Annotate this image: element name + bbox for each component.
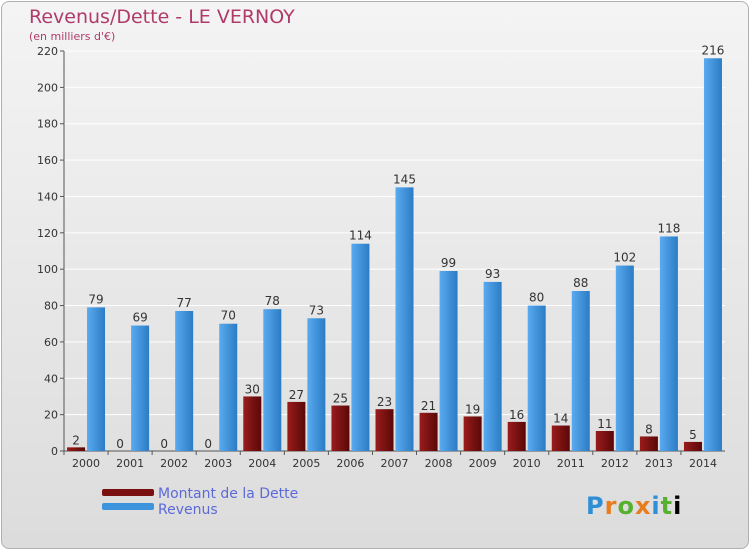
y-tick-label: 140 <box>37 190 58 203</box>
bar-revenus <box>615 265 634 451</box>
legend-swatch-revenus <box>102 503 154 510</box>
data-label-dette: 0 <box>116 437 124 451</box>
data-label-dette: 5 <box>689 428 697 442</box>
y-tick-label: 120 <box>37 227 58 240</box>
bar-dette <box>639 436 658 451</box>
bar-revenus <box>219 323 238 451</box>
bar-dette <box>551 425 570 451</box>
y-tick-label: 220 <box>37 45 58 58</box>
data-label-revenus: 73 <box>309 303 324 317</box>
bar-revenus <box>131 325 150 451</box>
x-tick-label: 2004 <box>248 457 276 470</box>
data-label-revenus: 78 <box>265 294 280 308</box>
data-label-revenus: 77 <box>177 296 192 310</box>
data-label-revenus: 145 <box>393 172 416 186</box>
y-tick-label: 160 <box>37 154 58 167</box>
x-tick-label: 2005 <box>292 457 320 470</box>
y-tick-label: 180 <box>37 118 58 131</box>
bar-revenus <box>175 311 194 451</box>
data-label-revenus: 70 <box>221 309 236 323</box>
x-tick-label: 2011 <box>557 457 585 470</box>
legend-swatch-dette <box>102 489 154 496</box>
y-tick-label: 20 <box>44 409 58 422</box>
data-label-dette: 21 <box>421 399 436 413</box>
bar-revenus <box>395 187 414 451</box>
bar-revenus <box>263 309 282 451</box>
data-label-dette: 23 <box>377 395 392 409</box>
bar-revenus <box>351 243 370 451</box>
bar-revenus <box>571 291 590 451</box>
x-tick-label: 2009 <box>469 457 497 470</box>
data-label-dette: 19 <box>465 402 480 416</box>
data-label-revenus: 102 <box>613 251 636 265</box>
y-tick-label: 200 <box>37 81 58 94</box>
x-tick-label: 2007 <box>381 457 409 470</box>
y-tick-label: 60 <box>44 336 58 349</box>
x-tick-label: 2013 <box>645 457 673 470</box>
data-label-revenus: 79 <box>88 292 103 306</box>
data-label-revenus: 93 <box>485 267 500 281</box>
y-tick-label: 0 <box>51 445 58 458</box>
data-label-revenus: 118 <box>657 221 680 235</box>
bar-dette <box>595 431 614 451</box>
chart-subtitle: (en milliers d'€) <box>29 30 116 43</box>
legend-label-dette: Montant de la Dette <box>158 486 299 502</box>
data-label-dette: 30 <box>245 382 260 396</box>
x-tick-label: 2012 <box>601 457 629 470</box>
data-label-revenus: 114 <box>349 229 372 243</box>
x-tick-label: 2008 <box>425 457 453 470</box>
bar-revenus <box>307 318 326 451</box>
x-tick-label: 2003 <box>204 457 232 470</box>
bar-dette <box>287 401 306 451</box>
data-label-dette: 25 <box>333 392 348 406</box>
x-tick-label: 2006 <box>336 457 364 470</box>
y-tick-label: 40 <box>44 372 58 385</box>
data-label-dette: 2 <box>72 433 80 447</box>
x-tick-label: 2001 <box>116 457 144 470</box>
bar-dette <box>683 441 702 451</box>
legend-label-revenus: Revenus <box>158 502 218 518</box>
bar-dette <box>463 416 482 451</box>
data-label-revenus: 99 <box>441 256 456 270</box>
bar-dette <box>375 409 394 451</box>
bar-dette <box>331 405 350 451</box>
bar-dette <box>67 447 86 451</box>
data-label-dette: 27 <box>289 388 304 402</box>
bar-dette <box>419 412 438 451</box>
data-label-dette: 14 <box>553 412 568 426</box>
bar-revenus <box>659 236 678 451</box>
data-label-revenus: 69 <box>132 311 147 325</box>
bar-revenus <box>527 305 546 451</box>
data-label-revenus: 88 <box>573 276 588 290</box>
x-tick-label: 2010 <box>513 457 541 470</box>
bar-revenus <box>703 58 722 451</box>
data-label-dette: 0 <box>160 437 168 451</box>
chart-title: Revenus/Dette - LE VERNOY <box>29 6 295 28</box>
y-tick-label: 100 <box>37 263 58 276</box>
data-label-dette: 0 <box>204 437 212 451</box>
x-tick-label: 2014 <box>689 457 717 470</box>
data-label-dette: 11 <box>597 417 612 431</box>
data-label-revenus: 80 <box>529 291 544 305</box>
y-tick-label: 80 <box>44 300 58 313</box>
bar-revenus <box>439 271 458 451</box>
data-label-dette: 16 <box>509 408 524 422</box>
bar-revenus <box>483 281 502 451</box>
x-tick-label: 2002 <box>160 457 188 470</box>
data-label-revenus: 216 <box>702 43 725 57</box>
x-tick-label: 2000 <box>72 457 100 470</box>
proxiti-logo: Proxiti <box>586 492 683 520</box>
data-label-dette: 8 <box>645 422 653 436</box>
bar-dette <box>507 421 526 451</box>
bar-revenus <box>87 307 106 451</box>
bar-dette <box>243 396 262 451</box>
